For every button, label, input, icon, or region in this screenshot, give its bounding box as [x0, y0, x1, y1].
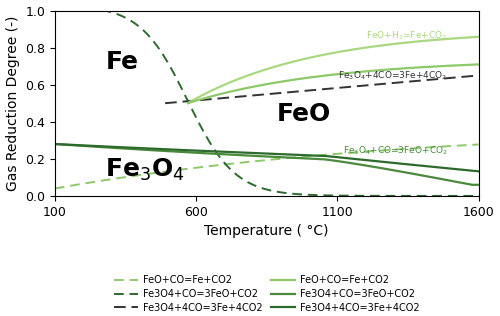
Text: FeO: FeO	[276, 102, 330, 126]
Text: Fe$_3$O$_4$+4CO=3Fe+4CO$_2$: Fe$_3$O$_4$+4CO=3Fe+4CO$_2$	[338, 70, 448, 82]
Text: Fe$_3$O$_4$: Fe$_3$O$_4$	[106, 157, 185, 183]
Text: Fe: Fe	[106, 51, 139, 75]
X-axis label: Temperature ( °C): Temperature ( °C)	[204, 224, 329, 238]
Legend: FeO+CO=Fe+CO2, Fe3O4+CO=3FeO+CO2, Fe3O4+4CO=3Fe+4CO2, FeO+CO=Fe+CO2, Fe3O4+CO=3F: FeO+CO=Fe+CO2, Fe3O4+CO=3FeO+CO2, Fe3O4+…	[110, 271, 424, 316]
Text: FeO+H$_2$=Fe+CO$_2$: FeO+H$_2$=Fe+CO$_2$	[366, 29, 448, 42]
Y-axis label: Gas Reduction Degree (-): Gas Reduction Degree (-)	[6, 15, 20, 191]
Text: Fe$_3$O$_4$+CO=3FeO+CO$_2$: Fe$_3$O$_4$+CO=3FeO+CO$_2$	[342, 144, 448, 157]
